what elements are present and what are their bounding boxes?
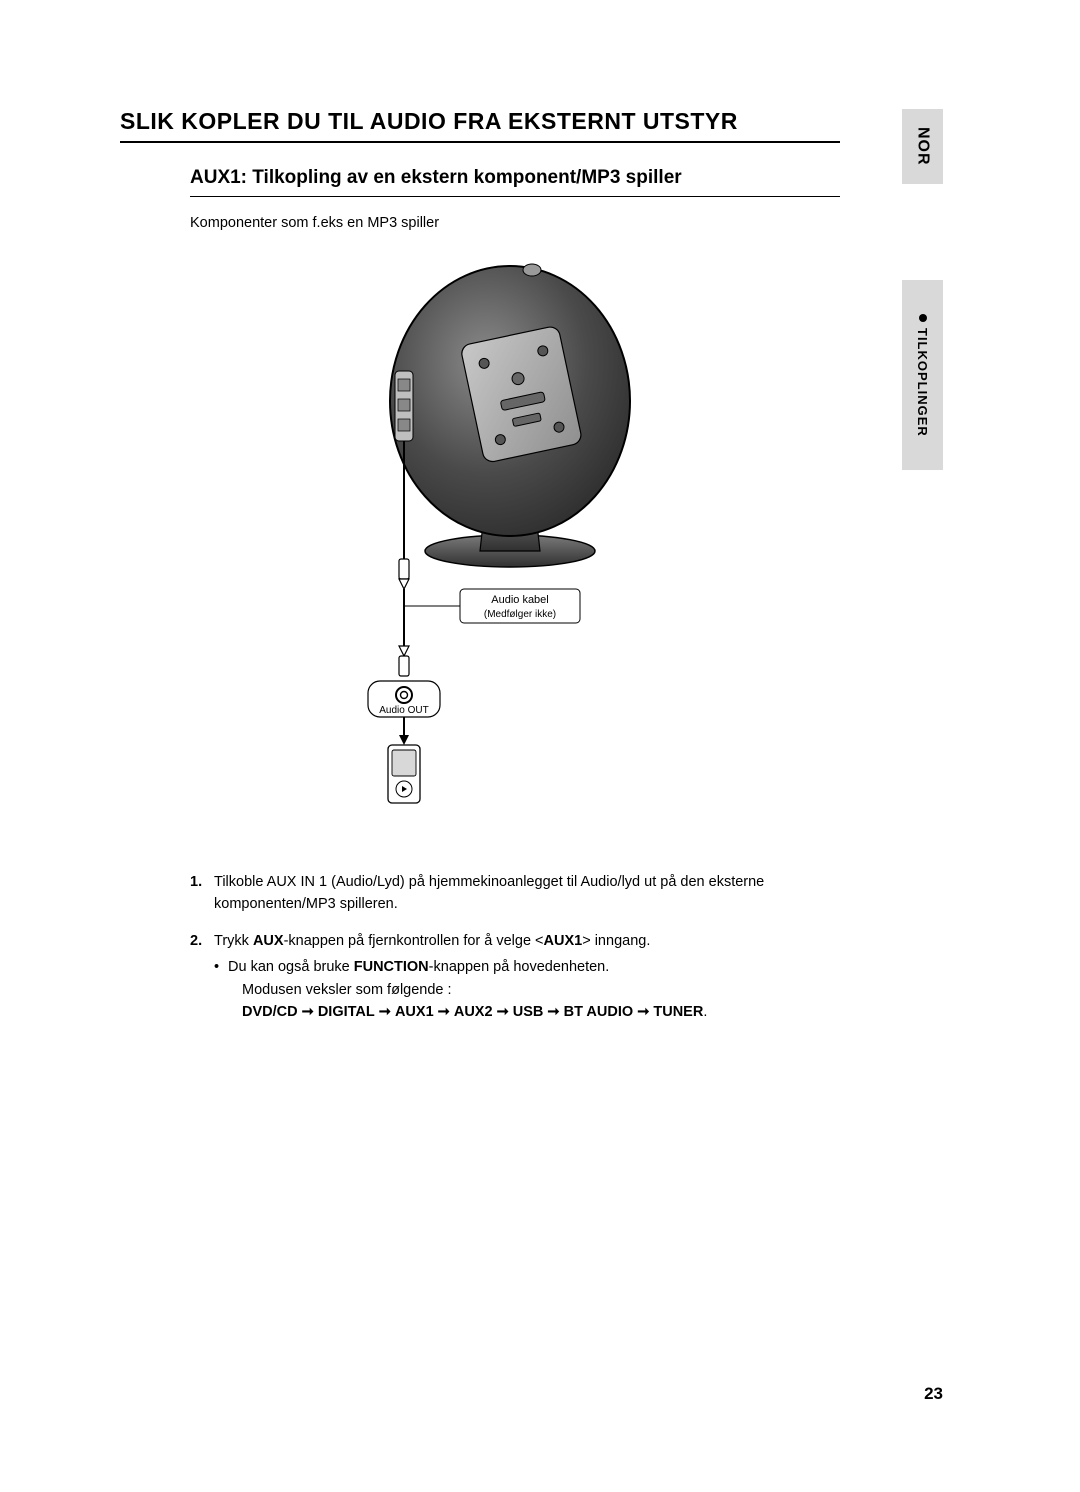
step-1-text: Tilkoble AUX IN 1 (Audio/Lyd) på hjemmek… <box>214 874 764 912</box>
page-title: SLIK KOPLER DU TIL AUDIO FRA EKSTERNT UT… <box>120 108 840 143</box>
page-number: 23 <box>924 1384 943 1404</box>
cable-label-1: Audio kabel <box>491 594 549 606</box>
bullet-dot-icon <box>919 314 927 322</box>
side-tab-section: TILKOPLINGER <box>902 280 943 470</box>
audio-out-label: Audio OUT <box>379 705 428 716</box>
lang-code: NOR <box>914 127 932 166</box>
section-name: TILKOPLINGER <box>915 328 930 437</box>
manual-page: NOR TILKOPLINGER SLIK KOPLER DU TIL AUDI… <box>0 0 1080 1492</box>
section-subtitle: AUX1: Tilkopling av en ekstern komponent… <box>190 167 840 197</box>
side-tab-language: NOR <box>902 109 943 184</box>
instruction-steps: Tilkoble AUX IN 1 (Audio/Lyd) på hjemmek… <box>190 871 840 1024</box>
content-area: SLIK KOPLER DU TIL AUDIO FRA EKSTERNT UT… <box>120 108 840 1038</box>
step-2: Trykk AUX-knappen på fjernkontrollen for… <box>190 930 840 1024</box>
mode-sequence: DVD/CD ➞ DIGITAL ➞ AUX1 ➞ AUX2 ➞ USB ➞ B… <box>242 1001 840 1023</box>
intro-text: Komponenter som f.eks en MP3 spiller <box>190 215 840 231</box>
mp3-player-icon <box>388 745 420 803</box>
cable-label-2: (Medfølger ikke) <box>484 609 556 620</box>
step-2-sub: Modusen veksler som følgende : <box>242 979 840 1001</box>
connection-diagram: Audio kabel (Medfølger ikke) Audio OUT <box>120 251 840 811</box>
step-2-bullet: Du kan også bruke FUNCTION-knappen på ho… <box>214 956 840 1023</box>
step-1: Tilkoble AUX IN 1 (Audio/Lyd) på hjemmek… <box>190 871 840 916</box>
step-2-text: Trykk AUX-knappen på fjernkontrollen for… <box>214 933 650 949</box>
diagram-svg: Audio kabel (Medfølger ikke) Audio OUT <box>310 251 650 811</box>
